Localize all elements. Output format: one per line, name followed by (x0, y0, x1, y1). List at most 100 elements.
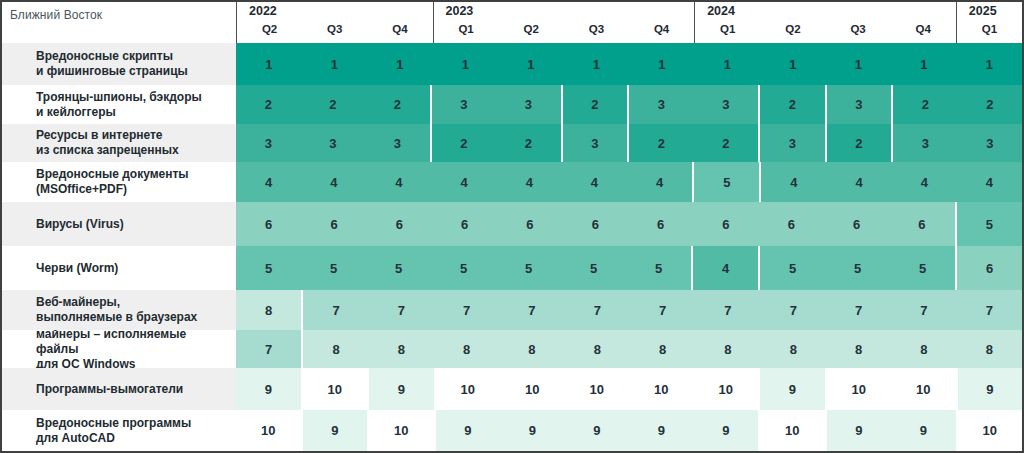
year-group-2025: 2025Q1 (956, 2, 1022, 43)
rank-cell: 3 (496, 85, 561, 124)
rank-cell: 10 (434, 368, 501, 410)
rank-cell: 1 (433, 43, 499, 85)
rank-cell: 7 (957, 290, 1022, 330)
rank-cell: 2 (825, 124, 892, 162)
table-header: Ближний Восток 2022Q2Q3Q42023Q1Q2Q3Q4202… (2, 2, 1022, 43)
rank-cells: 666666666665 (236, 202, 1022, 246)
rank-cell: 7 (499, 290, 564, 330)
threat-label: Вредоносные программы для AutoCAD (2, 410, 236, 451)
rank-cell: 4 (759, 162, 826, 202)
rank-cell: 1 (236, 43, 302, 85)
rank-cell: 7 (761, 290, 826, 330)
year-label: 2024 (695, 2, 956, 21)
rank-cell: 1 (629, 43, 695, 85)
quarter-label: Q2 (237, 21, 302, 43)
rank-cell: 10 (825, 368, 892, 410)
threat-label: майнеры – исполняемые файлы для ОС Windo… (2, 330, 236, 368)
rank-cell: 6 (693, 202, 758, 246)
rank-cell: 8 (695, 330, 760, 368)
rank-cell: 2 (758, 85, 825, 124)
rank-cell: 3 (694, 85, 759, 124)
rank-cell: 5 (301, 246, 366, 290)
rank-cell: 3 (825, 85, 892, 124)
rank-cell: 3 (627, 85, 694, 124)
region-title: Ближний Восток (2, 2, 236, 43)
rank-cell: 10 (500, 368, 565, 410)
table-row: Вредоносные программы для AutoCAD1091099… (2, 410, 1022, 451)
threat-label: Программы-вымогатели (2, 368, 236, 410)
rank-cell: 4 (432, 162, 497, 202)
rank-cell: 1 (564, 43, 630, 85)
rank-cell: 1 (826, 43, 892, 85)
quarter-row: Q1Q2Q3Q4 (695, 21, 956, 43)
rank-cell: 8 (499, 330, 564, 368)
rank-cell: 9 (236, 368, 301, 410)
rank-cell: 6 (955, 246, 1022, 290)
rank-cell: 9 (500, 410, 565, 451)
rank-cell: 5 (496, 246, 561, 290)
rank-cells: 111111111111 (236, 43, 1022, 85)
threat-label: Ресурсы в интернете из списка запрещенны… (2, 124, 236, 162)
rank-cell: 8 (630, 330, 695, 368)
rank-cell: 2 (430, 124, 497, 162)
rank-cell: 10 (629, 368, 694, 410)
rank-cell: 10 (236, 410, 301, 451)
rank-cells: 333223223233 (236, 124, 1022, 162)
quarter-label: Q4 (629, 21, 694, 43)
rank-cell: 10 (891, 368, 956, 410)
table-row: Программы-вымогатели91091010101010910109 (2, 368, 1022, 410)
threat-label: Вредоносные документы (MSOffice+PDF) (2, 162, 236, 202)
year-group-2022: 2022Q2Q3Q4 (236, 2, 433, 43)
table-row: Вирусы (Virus)666666666665 (2, 202, 1022, 246)
rank-cell: 4 (691, 246, 758, 290)
rank-cell: 5 (431, 246, 496, 290)
rank-cells: 555555545556 (236, 246, 1022, 290)
table-row: Вредоносные скрипты и фишинговые страниц… (2, 43, 1022, 85)
rank-cell: 1 (891, 43, 957, 85)
rank-cell: 9 (956, 368, 1023, 410)
rank-cell: 2 (496, 124, 561, 162)
quarter-row: Q1 (957, 21, 1022, 43)
quarter-label: Q4 (891, 21, 956, 43)
rank-cell: 4 (497, 162, 562, 202)
rank-cell: 4 (957, 162, 1022, 202)
quarter-label: Q3 (564, 21, 629, 43)
rank-cell: 1 (760, 43, 826, 85)
rank-cell: 4 (301, 162, 366, 202)
rank-cell: 3 (891, 124, 958, 162)
rank-cell: 2 (694, 124, 759, 162)
rank-cell: 10 (758, 410, 825, 451)
year-label: 2022 (237, 2, 433, 21)
rank-cell: 9 (891, 410, 956, 451)
rank-cell: 2 (561, 85, 628, 124)
rank-cell: 2 (365, 85, 430, 124)
table-row: Вредоносные документы (MSOffice+PDF)4444… (2, 162, 1022, 202)
rank-cells: 222332332322 (236, 85, 1022, 124)
table-row: Веб-майнеры, выполняемые в браузерах8777… (2, 290, 1022, 330)
rank-cell: 7 (434, 290, 499, 330)
rank-cell: 6 (563, 202, 628, 246)
threat-label: Вирусы (Virus) (2, 202, 236, 246)
rank-cell: 9 (367, 368, 434, 410)
table-row: майнеры – исполняемые файлы для ОС Windo… (2, 330, 1022, 368)
rank-cell: 6 (497, 202, 562, 246)
rank-cell: 4 (366, 162, 431, 202)
threat-label: Веб-майнеры, выполняемые в браузерах (2, 290, 236, 330)
rank-cell: 4 (627, 162, 692, 202)
rank-cell: 10 (301, 368, 368, 410)
quarter-label: Q2 (499, 21, 564, 43)
rank-cell: 3 (365, 124, 430, 162)
rank-cell: 7 (236, 330, 301, 368)
rank-cell: 6 (367, 202, 432, 246)
rank-cell: 10 (367, 410, 434, 451)
year-group-2023: 2023Q1Q2Q3Q4 (433, 2, 695, 43)
rank-cell: 10 (565, 368, 630, 410)
quarter-label: Q3 (302, 21, 367, 43)
rank-cell: 8 (891, 330, 956, 368)
rank-cell: 7 (565, 290, 630, 330)
threat-rank-table: Ближний Восток 2022Q2Q3Q42023Q1Q2Q3Q4202… (0, 0, 1024, 453)
rank-grid: Вредоносные скрипты и фишинговые страниц… (2, 43, 1022, 451)
rank-cell: 1 (957, 43, 1023, 85)
rank-cell: 2 (236, 85, 301, 124)
rank-cell: 5 (825, 246, 890, 290)
